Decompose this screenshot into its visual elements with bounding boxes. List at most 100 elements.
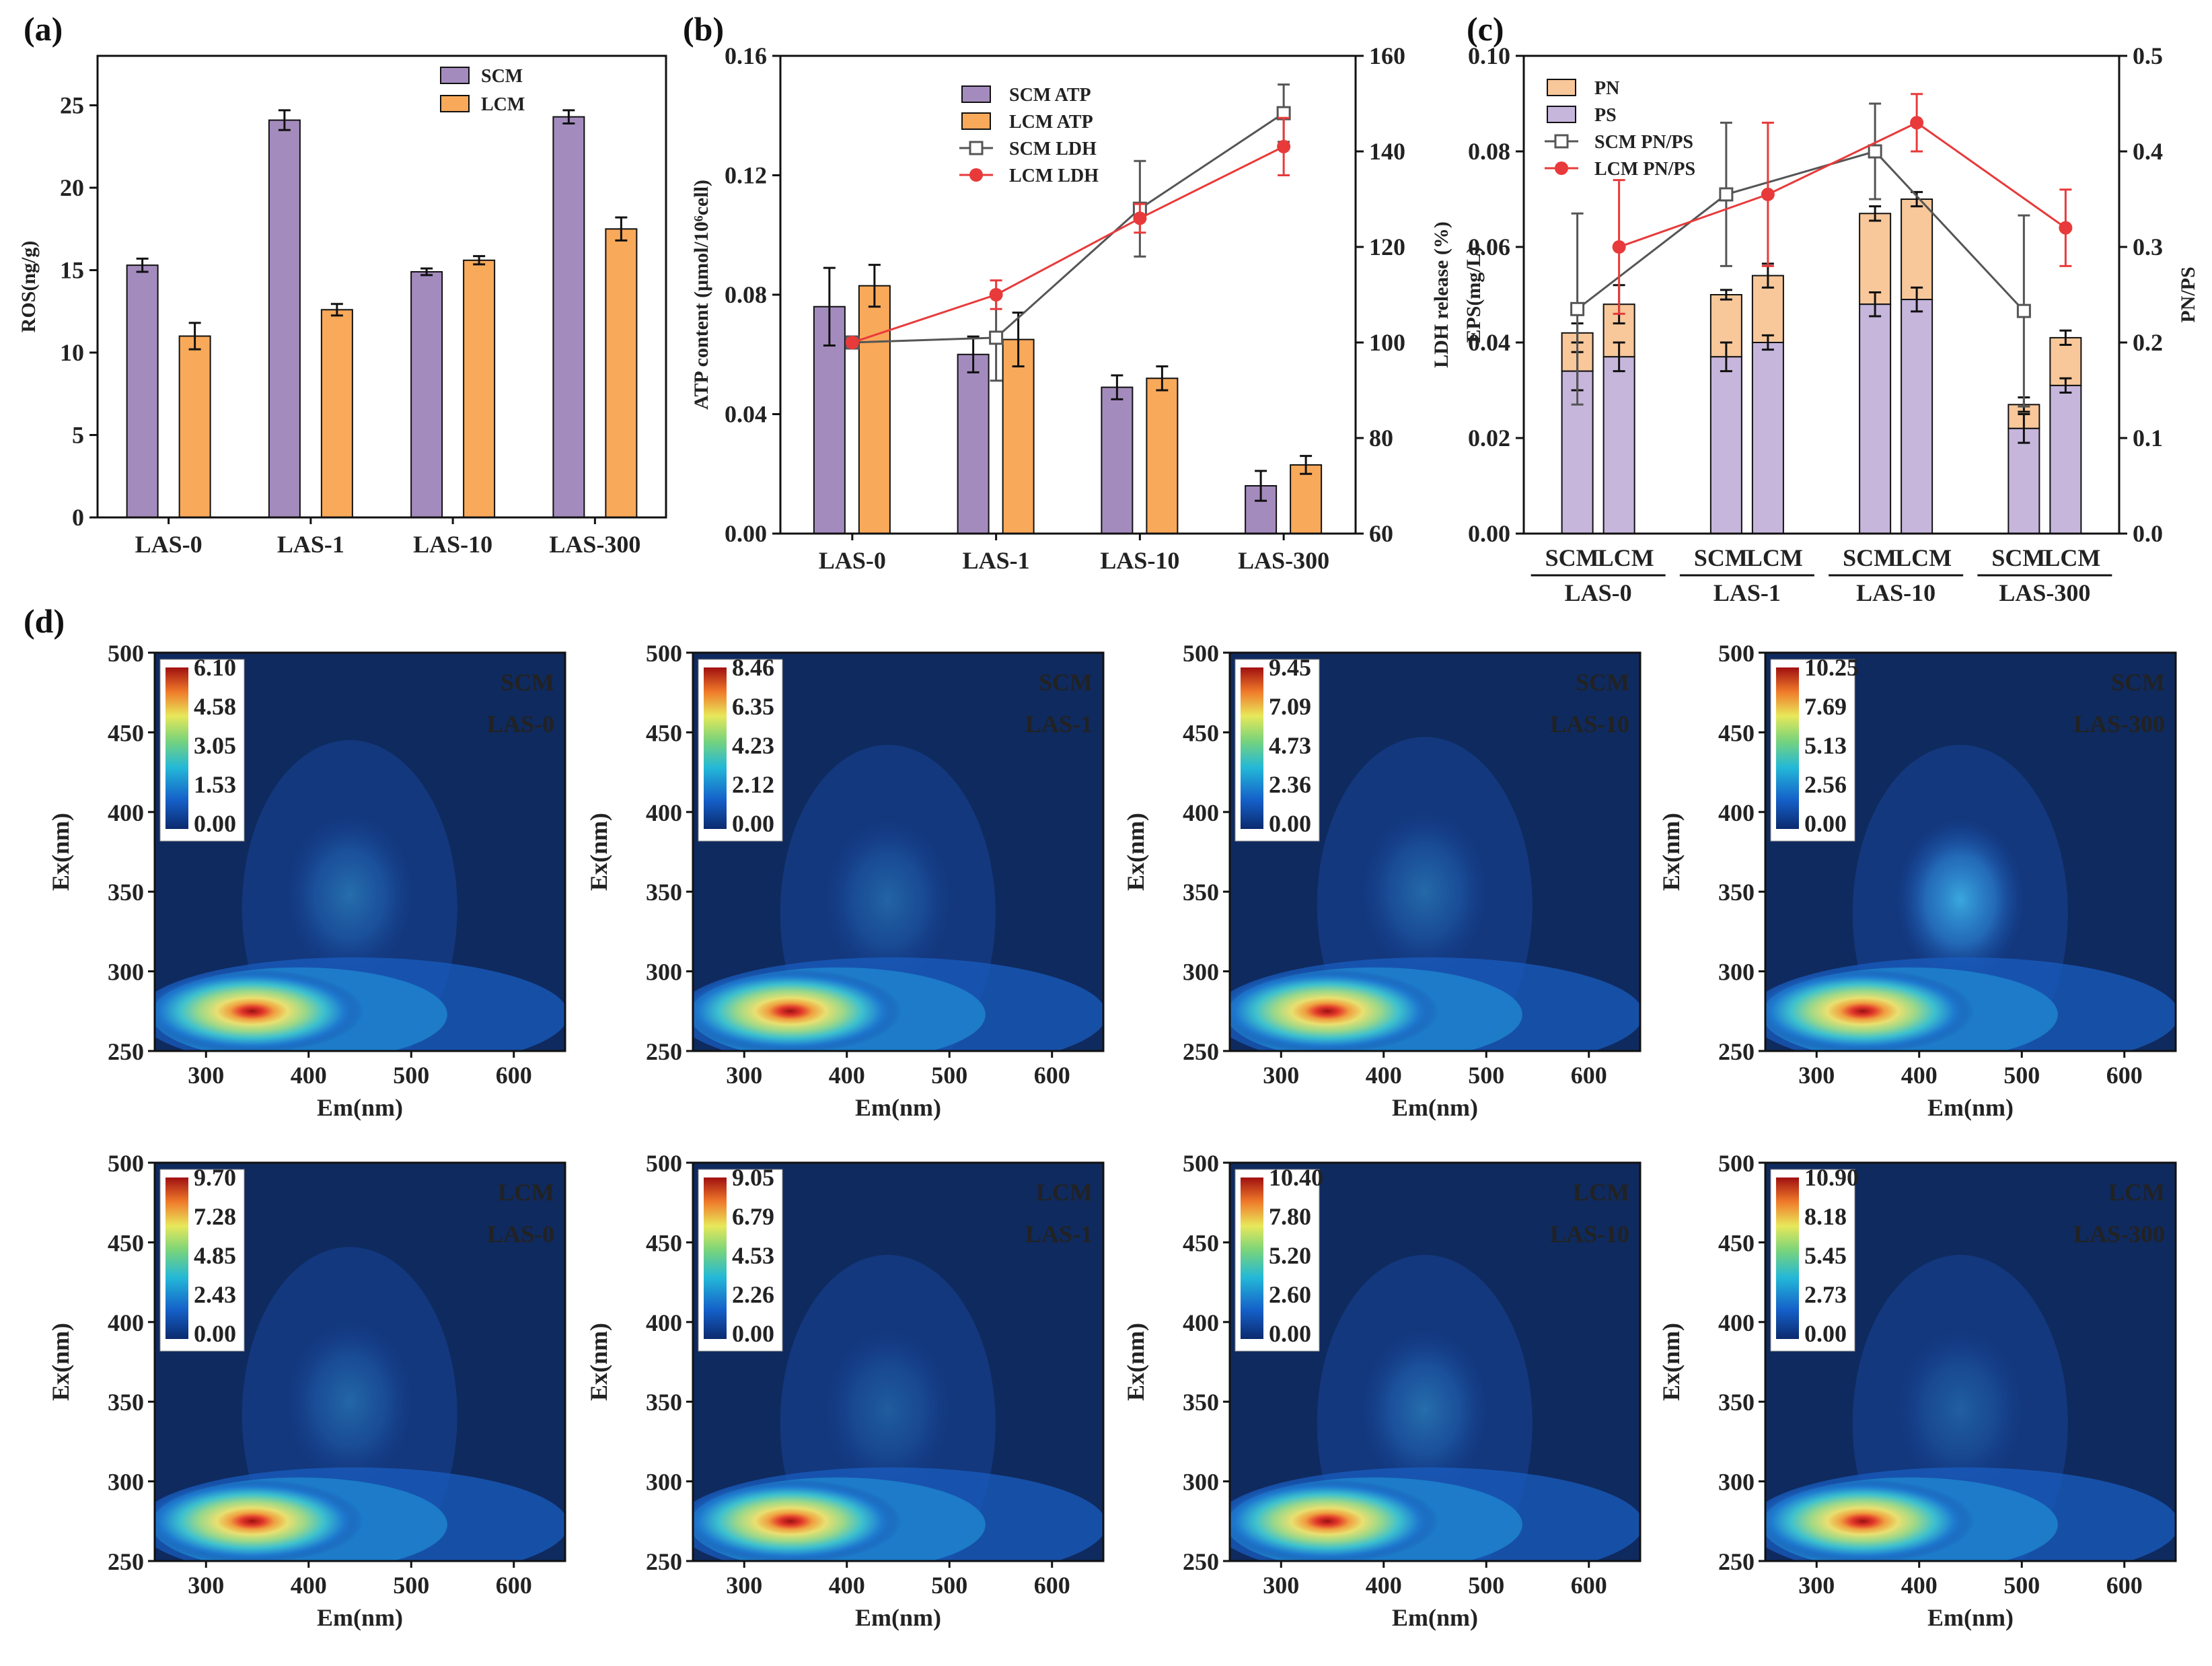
- bar-SCM-LAS-10: [410, 270, 443, 518]
- colorbar-tick-label: 4.23: [732, 732, 774, 759]
- y-axis-label: Ex(nm): [1122, 813, 1149, 891]
- x-axis-label: Em(nm): [855, 1094, 941, 1121]
- legend-swatch-SCM ATP: [961, 85, 991, 103]
- marker-LCM LDH-LAS-0: [845, 336, 859, 349]
- y-tick-label: 350: [1183, 1389, 1219, 1416]
- marker-LCM PN/PS-LAS-0: [1612, 240, 1626, 254]
- colorbar: [704, 667, 727, 829]
- y-tick-label: 500: [108, 1150, 144, 1177]
- colorbar-tick-label: 1.53: [194, 771, 236, 798]
- plot-frame: [692, 651, 1105, 1052]
- colorbar-tick-label: 8.18: [1804, 1203, 1847, 1230]
- x-group-label: LAS-300: [1999, 579, 2090, 606]
- colorbar-tick-label: 5.20: [1269, 1242, 1311, 1269]
- bar-SCM ATP-LAS-10: [1101, 386, 1134, 534]
- y-tick-label: 500: [1718, 640, 1755, 667]
- x-tick-label: 300: [1798, 1572, 1835, 1599]
- panel-title-condition: LAS-300: [2073, 711, 2165, 737]
- y-tick-label: 450: [1718, 719, 1755, 746]
- x-sub-label: SCM: [1694, 544, 1748, 571]
- peak-a: [1230, 969, 1438, 1051]
- heatmap-contours: [1765, 745, 2176, 1051]
- x-sub-label: LCM: [2044, 544, 2100, 571]
- y-tick-label: 500: [1183, 1150, 1219, 1177]
- y-tick-label: 0.04: [1468, 329, 1510, 356]
- colorbar-tick-label: 9.70: [194, 1164, 236, 1191]
- eem-panel-LCM-LAS-10: 250 300 350 400 450 500 300 400 500 600 Em(nm) Ex(n…: [1122, 1150, 1642, 1631]
- colorbar-tick-label: 0.00: [194, 1320, 236, 1347]
- y-tick-label: 350: [108, 879, 144, 906]
- y-axis-label: Ex(nm): [1658, 1323, 1685, 1401]
- y-tick-label: 350: [646, 1389, 682, 1416]
- y2-tick-label: 160: [1369, 42, 1405, 69]
- peak-b: [285, 813, 414, 976]
- y-tick-label: 0.12: [725, 162, 767, 189]
- y-tick-label: 250: [1183, 1038, 1219, 1065]
- colorbar-tick-label: 10.40: [1269, 1164, 1323, 1191]
- y-tick-label: 250: [1718, 1548, 1755, 1575]
- legend-label-LCM PN/PS: LCM PN/PS: [1594, 159, 1695, 180]
- colorbar-tick-label: 2.12: [732, 771, 774, 798]
- heatmap-contours: [155, 1247, 565, 1561]
- y-tick-label: 300: [108, 1469, 144, 1496]
- y2-tick-label: 100: [1369, 329, 1405, 356]
- y-tick-label: 350: [1718, 1389, 1755, 1416]
- y-tick-label: 350: [108, 1389, 144, 1416]
- x-axis-label: Em(nm): [1392, 1604, 1478, 1631]
- heatmap-contours: [693, 745, 1103, 1051]
- x-tick-label: 300: [1263, 1572, 1299, 1599]
- x-tick-label: 400: [1901, 1572, 1938, 1599]
- y2-axis-label: LDH release (%): [1430, 221, 1452, 368]
- colorbar-tick-label: 4.73: [1269, 732, 1311, 759]
- peak-b: [823, 1329, 952, 1491]
- x-tick-label: LAS-0: [135, 531, 202, 558]
- panel-title-condition: LAS-1: [1025, 711, 1093, 737]
- peak-b: [1896, 1329, 2024, 1491]
- legend-swatch-LCM: [440, 95, 470, 112]
- x-tick-label: 400: [829, 1572, 865, 1599]
- colorbar-tick-label: 7.69: [1804, 693, 1847, 720]
- x-axis-label: Em(nm): [1927, 1604, 2014, 1631]
- y-tick-label: 300: [1718, 1469, 1755, 1496]
- marker-SCM PN/PS-LAS-300: [2016, 303, 2031, 318]
- colorbar-tick-label: 2.60: [1269, 1281, 1311, 1308]
- panel-b: (b) 0.00 0.04 0.08 0.12 0.16 60 80 100 120 140 160 A…: [683, 10, 1452, 574]
- panel-title-sample: SCM: [501, 669, 554, 696]
- colorbar-tick-label: 0.00: [732, 810, 774, 837]
- heatmap-contours: [1230, 737, 1640, 1051]
- y-tick-label: 450: [1183, 719, 1219, 746]
- y-tick-label: 350: [1183, 879, 1219, 906]
- y-tick-label: 450: [108, 1229, 144, 1256]
- y-tick-label: 250: [646, 1038, 682, 1065]
- peak-b: [1896, 819, 2024, 981]
- y-tick-label: 0.16: [725, 42, 767, 69]
- y2-tick-label: 140: [1369, 138, 1405, 165]
- x-sub-label: SCM: [1545, 544, 1599, 571]
- x-tick-label: 500: [2003, 1062, 2040, 1089]
- bar-PS-LAS-10-SCM: [1859, 303, 1892, 534]
- plot-frame: [1228, 1161, 1642, 1562]
- bar-PN-LAS-10-LCM: [1901, 198, 1933, 301]
- y-axis-label: Ex(nm): [47, 1323, 74, 1401]
- peak-b: [1360, 811, 1489, 973]
- bar-LCM ATP-LAS-300: [1290, 464, 1323, 534]
- y-tick-label: 400: [1183, 799, 1219, 826]
- y-tick-label: 400: [1183, 1309, 1219, 1336]
- y-tick-label: 500: [108, 640, 144, 667]
- y2-axis-label: PN/PS: [2177, 266, 2199, 322]
- y-tick-label: 500: [1183, 640, 1219, 667]
- x-tick-label: 300: [188, 1572, 224, 1599]
- bar-PS-LAS-0-LCM: [1602, 356, 1635, 534]
- x-tick-label: 600: [496, 1572, 532, 1599]
- x-tick-label: 500: [1468, 1572, 1504, 1599]
- x-tick-label: 600: [1034, 1572, 1070, 1599]
- x-tick-label: 300: [726, 1572, 762, 1599]
- y2-tick-label: 0.3: [2133, 233, 2163, 260]
- y-tick-label: 300: [1183, 959, 1219, 986]
- x-tick-label: 300: [188, 1062, 224, 1089]
- y-tick-label: 400: [646, 1309, 682, 1336]
- y-tick-label: 250: [646, 1548, 682, 1575]
- panel-title-sample: SCM: [2111, 669, 2165, 696]
- x-axis-label: Em(nm): [317, 1604, 403, 1631]
